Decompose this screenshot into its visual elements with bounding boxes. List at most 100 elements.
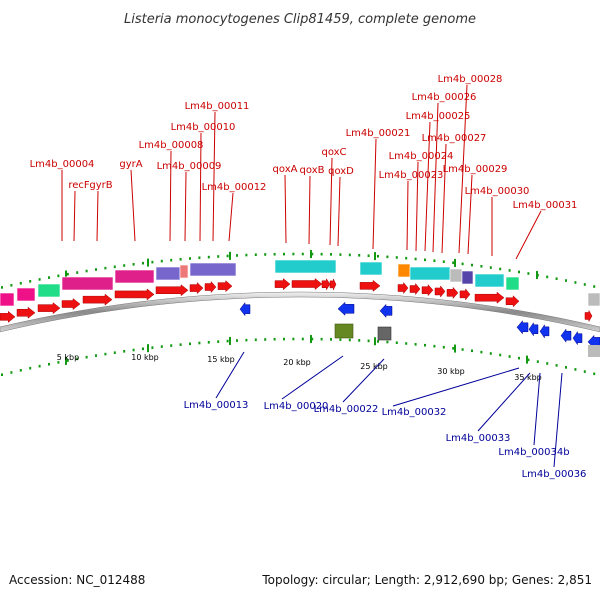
- top-label-leader: [406, 180, 409, 251]
- cog-bar: [179, 264, 189, 279]
- ring-dot: [292, 252, 295, 256]
- ring-dot: [546, 275, 549, 279]
- ring-dot: [311, 337, 314, 341]
- top-gene-label: Lm4b_00010: [171, 122, 236, 133]
- ring-dot: [113, 265, 116, 269]
- ring-dot: [179, 343, 182, 346]
- ring-dot: [1, 286, 3, 289]
- cog-bar: [359, 261, 383, 276]
- ring-dot: [395, 256, 398, 259]
- ring-tick: [310, 335, 312, 344]
- bottom-label-leader: [533, 372, 541, 446]
- ring-dot: [339, 338, 342, 341]
- top-gene-label: Lm4b_00029: [443, 164, 508, 175]
- forward-gene-arrow: [291, 278, 323, 291]
- ring-tick: [310, 250, 312, 259]
- forward-gene-arrow: [421, 284, 434, 297]
- top-label-leader: [284, 174, 287, 244]
- top-label-leader: [184, 171, 187, 242]
- forward-gene-arrow: [37, 302, 61, 315]
- forward-gene-arrow: [61, 298, 81, 311]
- ring-dot: [254, 338, 257, 342]
- ring-dot: [104, 266, 107, 270]
- ring-dot: [583, 370, 586, 373]
- forward-gene-arrow: [204, 280, 217, 294]
- ring-dot: [179, 258, 182, 261]
- bottom-gene-label: Lm4b_00020: [264, 401, 329, 412]
- forward-gene-arrow: [217, 280, 233, 293]
- ring-dot: [142, 347, 144, 351]
- scale-tick-label: 5 kbp: [57, 353, 79, 362]
- ring-tick: [526, 355, 528, 364]
- ring-dot: [424, 343, 426, 347]
- ring-dot: [207, 341, 210, 344]
- top-label-leader: [415, 161, 419, 252]
- bottom-gene-label: Lm4b_00032: [382, 407, 447, 418]
- kbp-scale: 5 kbp 10 kbp 15 kbp 20 kbp 25 kbp 30 kbp 35 kb…: [57, 353, 542, 382]
- ring-dot: [38, 278, 41, 281]
- ring-dot: [245, 338, 248, 342]
- ring-dot: [471, 263, 473, 267]
- ring-dot: [433, 344, 436, 348]
- top-label-leader: [515, 210, 542, 260]
- ring-dot: [405, 256, 408, 260]
- forward-gene-arrow: [82, 293, 113, 306]
- ring-dot: [66, 359, 69, 362]
- bottom-label-leader: [477, 372, 531, 432]
- cog-bar: [37, 283, 61, 298]
- cog-bar: [449, 268, 463, 283]
- forward-gene-arrow: [359, 279, 381, 292]
- ring-dot: [377, 340, 379, 343]
- ring-dot: [217, 340, 220, 343]
- forward-gene-arrow: [321, 277, 331, 291]
- top-label-leader: [432, 102, 439, 253]
- forward-gene-arrow: [114, 288, 155, 301]
- ring-dot: [85, 355, 88, 359]
- top-gene-label: Lm4b_00011: [185, 101, 250, 112]
- ring-dot: [367, 254, 370, 258]
- ring-dot: [414, 343, 417, 346]
- ring-tick: [229, 251, 231, 260]
- ring-dot: [66, 272, 69, 276]
- ring-dot: [555, 277, 558, 280]
- top-gene-label: Lm4b_00024: [389, 151, 454, 162]
- ring-dot: [142, 261, 144, 265]
- ring-tick: [454, 344, 456, 353]
- cog-bar: [397, 263, 411, 278]
- ring-dot: [198, 341, 201, 345]
- ring-dot: [593, 372, 596, 376]
- ring-dot: [245, 253, 248, 257]
- reverse-gene-arrow: [572, 330, 583, 346]
- ring-dot: [414, 257, 417, 261]
- ring-dot: [574, 368, 577, 371]
- forward-gene-arrow: [189, 281, 204, 295]
- reverse-gene-arrow: [539, 324, 550, 339]
- bottom-label-leader: [342, 358, 385, 403]
- forward-strand-genes: [0, 277, 593, 323]
- ring-dot: [273, 252, 276, 256]
- ring-dot: [1, 373, 3, 377]
- ring-dot: [583, 283, 586, 286]
- cog-category-bars: [0, 259, 600, 307]
- ring-tick: [374, 252, 376, 261]
- bottom-gene-label: Lm4b_00013: [184, 400, 249, 411]
- ring-dot: [48, 276, 50, 279]
- cog-bar: [155, 266, 181, 281]
- accession-text: Accession: NC_012488: [9, 573, 146, 587]
- ring-dot: [198, 256, 201, 260]
- scale-tick-label: 35 kbp: [514, 373, 542, 382]
- top-label-leader: [467, 174, 473, 255]
- top-gene-label: qoxD: [328, 166, 354, 177]
- ring-dot: [499, 267, 502, 271]
- forward-gene-arrow: [459, 288, 471, 301]
- top-label-leader: [372, 138, 377, 250]
- forward-gene-arrow: [434, 285, 446, 298]
- ring-dot: [452, 261, 455, 265]
- ring-dot: [367, 339, 370, 343]
- reverse-gene-arrow: [528, 321, 539, 337]
- bottom-label-leader: [281, 355, 344, 400]
- ring-dot: [301, 337, 304, 341]
- ring-dot: [57, 274, 60, 278]
